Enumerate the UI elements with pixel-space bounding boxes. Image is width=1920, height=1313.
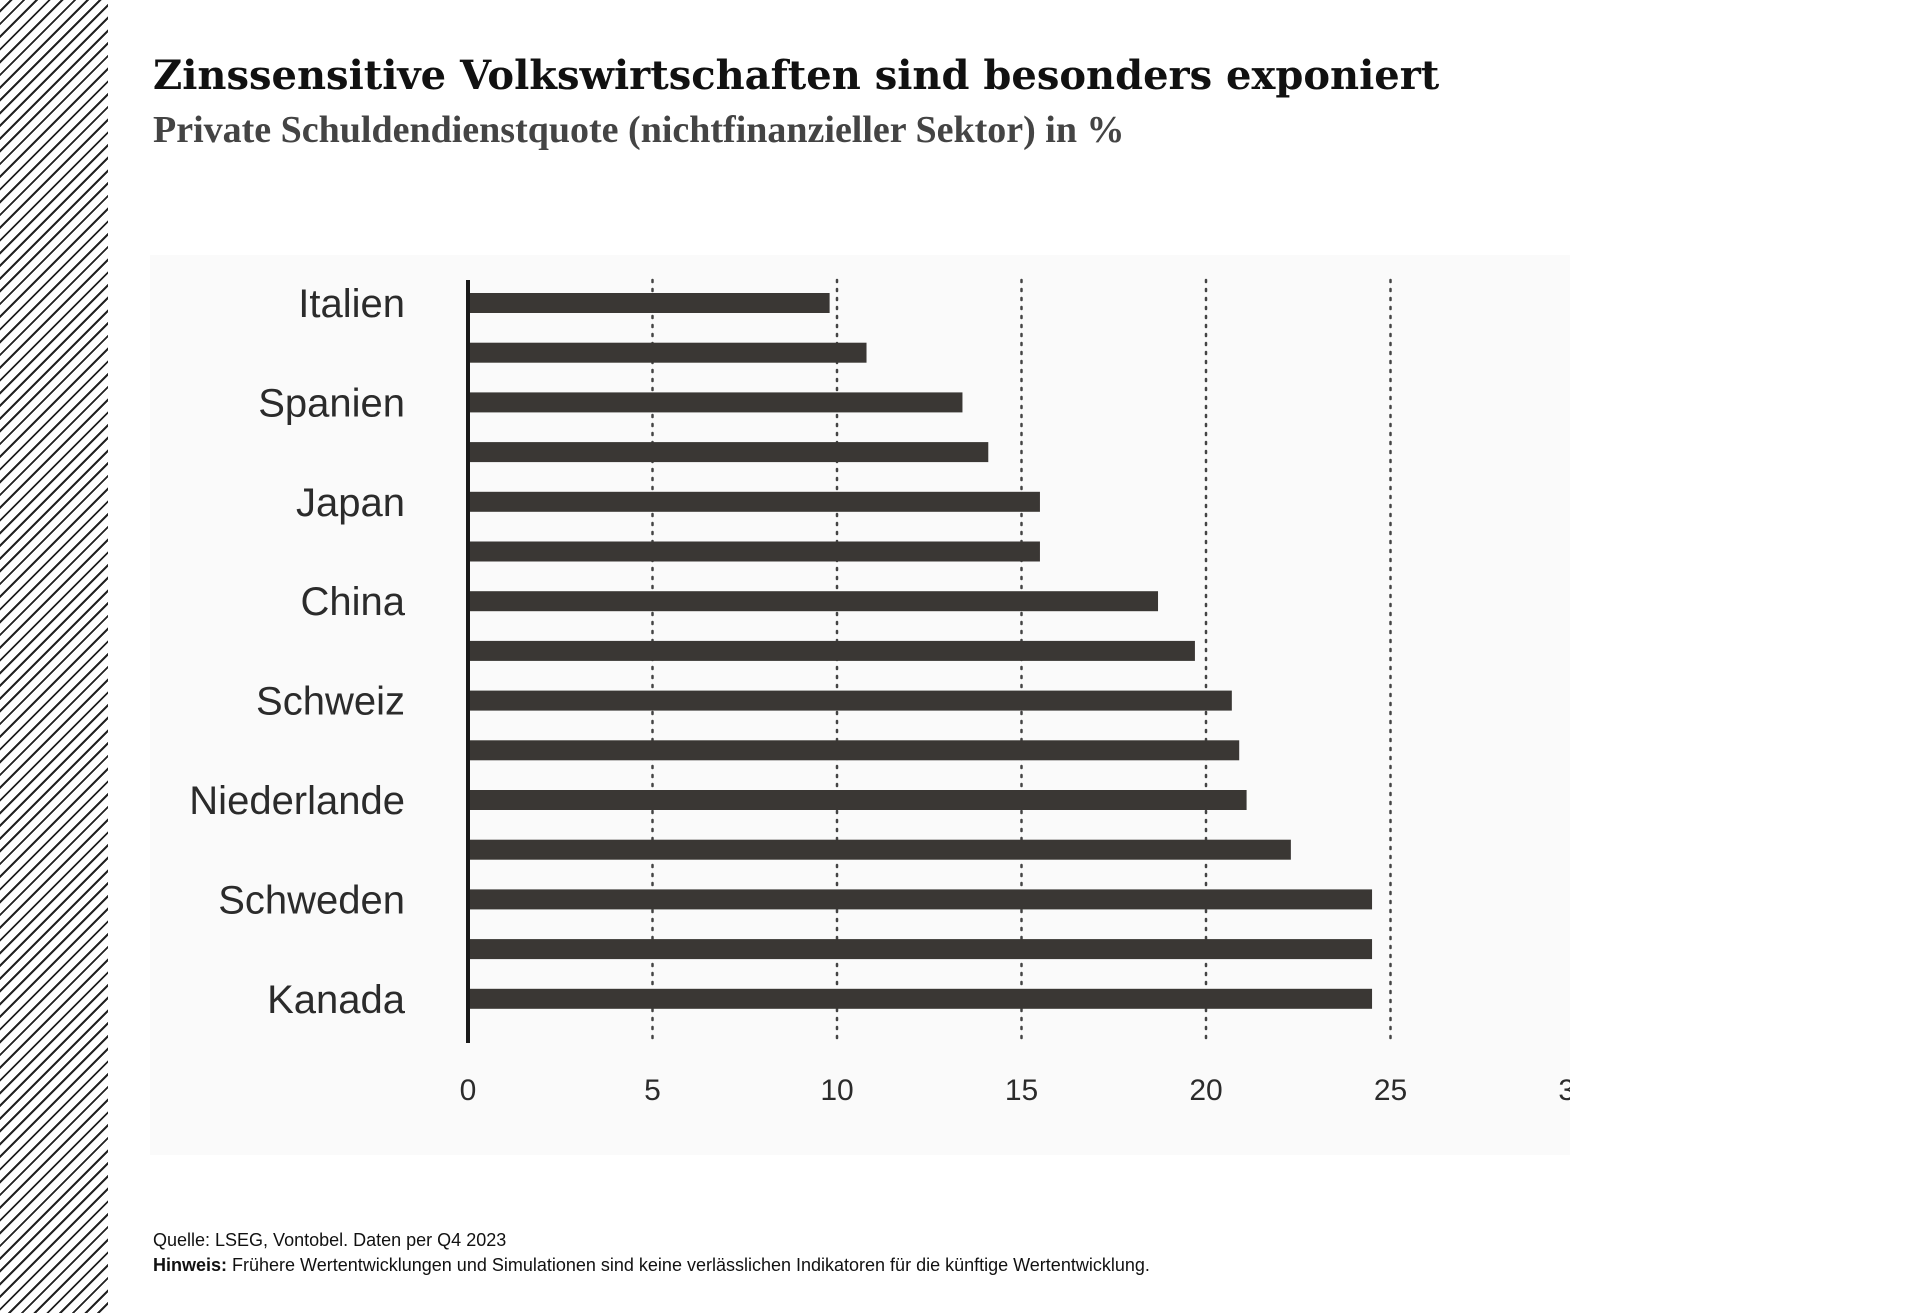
bar-9 xyxy=(468,690,1232,711)
bar-5 xyxy=(468,491,1040,512)
bar-14 xyxy=(468,939,1373,960)
bar-13 xyxy=(468,889,1373,910)
category-label-kanada: Kanada xyxy=(267,978,406,1022)
x-tick-label-10: 10 xyxy=(820,1074,853,1107)
disclaimer: Hinweis: Frühere Wertentwicklungen und S… xyxy=(153,1253,1150,1278)
x-tick-label-20: 20 xyxy=(1189,1074,1222,1107)
bar-chart: Italien Spanien Japan China Schweiz Niederlan… xyxy=(150,255,1570,1155)
bar-8 xyxy=(468,640,1195,661)
bar-10 xyxy=(468,740,1240,761)
x-tick-label-30: 30 xyxy=(1558,1074,1570,1107)
chart-title: Zinssensitive Volkswirtschaften sind bes… xyxy=(153,52,1440,99)
bar-1 xyxy=(468,293,830,313)
category-label-italien: Italien xyxy=(298,282,405,326)
disclaimer-label: Hinweis: xyxy=(153,1255,228,1275)
x-tick-label-0: 0 xyxy=(460,1074,477,1107)
bar-12 xyxy=(468,839,1291,860)
bar-2 xyxy=(468,342,867,363)
bar-3 xyxy=(468,392,963,413)
bar-15 xyxy=(468,988,1373,1009)
category-label-schweiz: Schweiz xyxy=(256,680,405,724)
category-label-china: China xyxy=(300,580,405,624)
bar-6 xyxy=(468,541,1040,562)
x-tick-label-25: 25 xyxy=(1374,1074,1407,1107)
bar-7 xyxy=(468,591,1159,612)
x-tick-label-15: 15 xyxy=(1005,1074,1038,1107)
category-label-schweden: Schweden xyxy=(218,878,405,922)
chart-subtitle: Private Schuldendienstquote (nichtfinanz… xyxy=(153,109,1125,151)
bar-4 xyxy=(468,442,989,463)
footer: Quelle: LSEG, Vontobel. Daten per Q4 202… xyxy=(153,1228,1150,1278)
x-tick-label-5: 5 xyxy=(644,1074,661,1107)
bar-11 xyxy=(468,790,1247,810)
disclaimer-text: Frühere Wertentwicklungen und Simulation… xyxy=(232,1255,1150,1275)
source-note: Quelle: LSEG, Vontobel. Daten per Q4 202… xyxy=(153,1230,507,1250)
category-label-japan: Japan xyxy=(296,481,405,525)
hatch-decoration xyxy=(0,0,108,1313)
category-label-niederlande: Niederlande xyxy=(189,779,405,823)
chart-svg: Italien Spanien Japan China Schweiz Niederlan… xyxy=(189,278,1570,1107)
category-label-spanien: Spanien xyxy=(258,381,405,425)
